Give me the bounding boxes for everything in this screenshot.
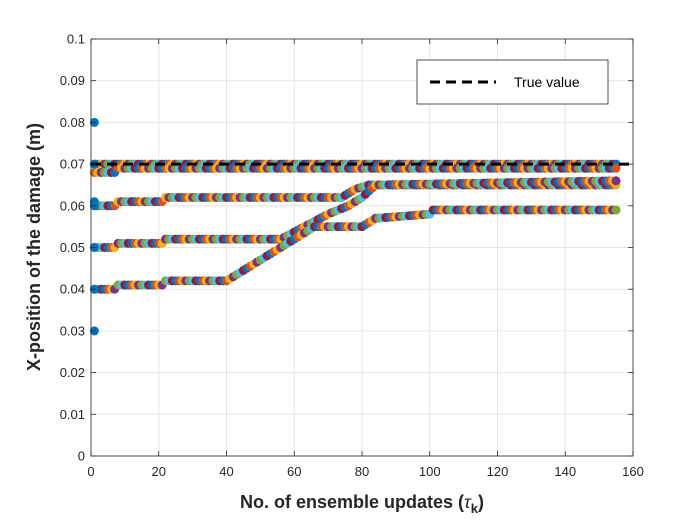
x-tick-label: 60 <box>287 464 301 479</box>
x-tick-label: 0 <box>87 464 94 479</box>
x-tick-label: 160 <box>622 464 644 479</box>
x-tick-label: 20 <box>152 464 166 479</box>
tick-labels: 0 20 40 60 80 100 120 140 160 0 0.01 0.02 0.03 0.04 0.… <box>60 32 644 480</box>
y-tick-label: 0 <box>78 449 85 464</box>
legend: True value <box>416 59 609 105</box>
y-tick-label: 0.03 <box>60 323 85 338</box>
y-tick-label: 0.05 <box>60 240 85 255</box>
x-tick-label: 40 <box>219 464 233 479</box>
x-tick-label: 100 <box>419 464 441 479</box>
y-axis-title: X-position of the damage (m) <box>24 123 44 371</box>
y-tick-label: 0.01 <box>60 407 85 422</box>
x-axis-title: No. of ensemble updates (τk) <box>240 492 484 516</box>
y-tick-label: 0.08 <box>60 115 85 130</box>
data-point <box>611 176 621 186</box>
legend-label: True value <box>514 74 580 90</box>
x-tick-label: 80 <box>355 464 369 479</box>
y-tick-label: 0.04 <box>60 282 85 297</box>
data-point <box>611 163 621 173</box>
y-tick-label: 0.09 <box>60 73 85 88</box>
y-tick-label: 0.1 <box>67 32 85 47</box>
x-tick-label: 120 <box>487 464 509 479</box>
y-tick-label: 0.06 <box>60 198 85 213</box>
axes <box>90 38 634 457</box>
x-tick-label: 140 <box>554 464 576 479</box>
y-tick-label: 0.02 <box>60 365 85 380</box>
y-tick-label: 0.07 <box>60 157 85 172</box>
data-point <box>611 205 621 215</box>
